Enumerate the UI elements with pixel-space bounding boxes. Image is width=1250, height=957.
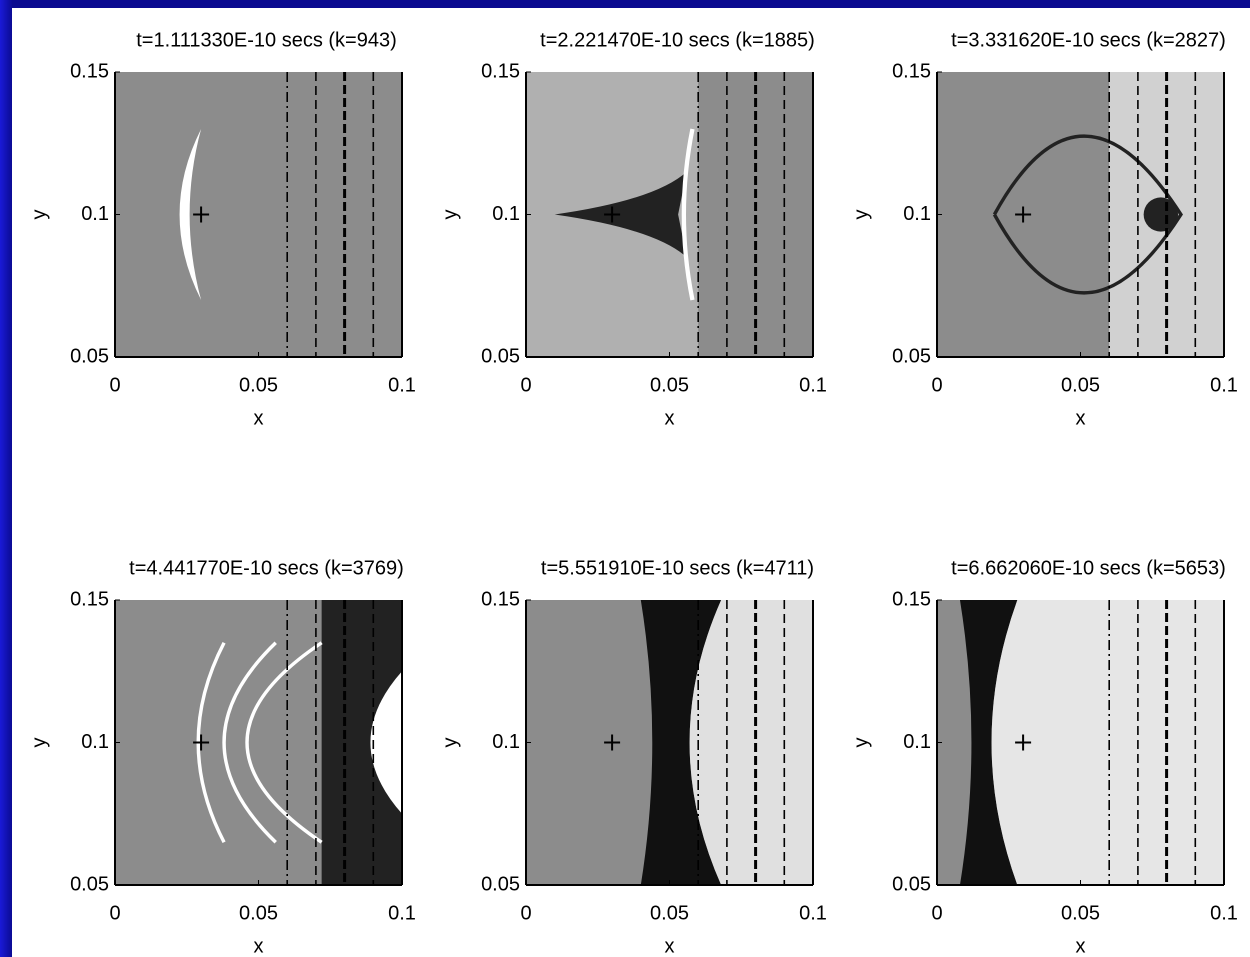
x-tick-label: 0.05 [239,374,278,396]
chart-title: t=4.441770E-10 secs (k=3769) [129,557,404,579]
x-axis-label: x [254,407,264,429]
x-tick-label: 0.1 [799,902,827,924]
x-tick-label: 0.1 [1210,902,1238,924]
y-axis-label: y [28,210,50,220]
x-tick-label: 0.05 [239,902,278,924]
y-tick-label: 0.15 [892,588,931,610]
y-tick-label: 0.15 [481,588,520,610]
x-tick-label: 0.1 [388,902,416,924]
y-axis-label: y [439,738,461,748]
y-tick-label: 0.05 [892,345,931,367]
chart-title: t=3.331620E-10 secs (k=2827) [951,29,1226,51]
y-axis-label: y [439,210,461,220]
x-tick-label: 0.05 [650,902,689,924]
y-tick-label: 0.05 [70,345,109,367]
x-axis-label: x [665,407,675,429]
x-tick-label: 0.05 [650,374,689,396]
x-axis-label: x [665,935,675,957]
y-tick-label: 0.15 [892,60,931,82]
y-tick-label: 0.15 [70,588,109,610]
x-tick-label: 0 [109,902,120,924]
shade [690,600,813,885]
x-axis-label: x [1076,407,1086,429]
shade [1144,197,1178,231]
x-axis-label: x [1076,935,1086,957]
y-axis-label: y [850,210,872,220]
y-tick-label: 0.05 [481,345,520,367]
y-tick-label: 0.1 [81,731,109,753]
y-tick-label: 0.15 [70,60,109,82]
field-pattern [960,600,1224,885]
figure: t=1.111330E-10 secs (k=943)0.050.10.1500… [0,0,1250,957]
y-tick-label: 0.1 [492,731,520,753]
chart-title: t=6.662060E-10 secs (k=5653) [951,557,1226,579]
y-tick-label: 0.1 [903,203,931,225]
x-tick-label: 0 [931,902,942,924]
slide: t=1.111330E-10 secs (k=943)0.050.10.1500… [0,0,1250,957]
y-tick-label: 0.1 [81,203,109,225]
x-tick-label: 0.1 [1210,374,1238,396]
chart-title: t=2.221470E-10 secs (k=1885) [540,29,815,51]
chart-title: t=5.551910E-10 secs (k=4711) [541,557,814,579]
x-tick-label: 0.1 [799,374,827,396]
x-tick-label: 0 [109,374,120,396]
x-tick-label: 0 [520,374,531,396]
x-tick-label: 0.05 [1061,374,1100,396]
field [115,72,402,357]
y-axis-label: y [28,738,50,748]
chart-title: t=1.111330E-10 secs (k=943) [136,29,397,51]
x-tick-label: 0.1 [388,374,416,396]
x-axis-label: x [254,935,264,957]
x-tick-label: 0 [931,374,942,396]
y-tick-label: 0.05 [70,873,109,895]
y-axis-label: y [850,738,872,748]
y-tick-label: 0.05 [892,873,931,895]
x-tick-label: 0 [520,902,531,924]
y-tick-label: 0.15 [481,60,520,82]
y-tick-label: 0.1 [903,731,931,753]
y-tick-label: 0.05 [481,873,520,895]
y-tick-label: 0.1 [492,203,520,225]
x-tick-label: 0.05 [1061,902,1100,924]
